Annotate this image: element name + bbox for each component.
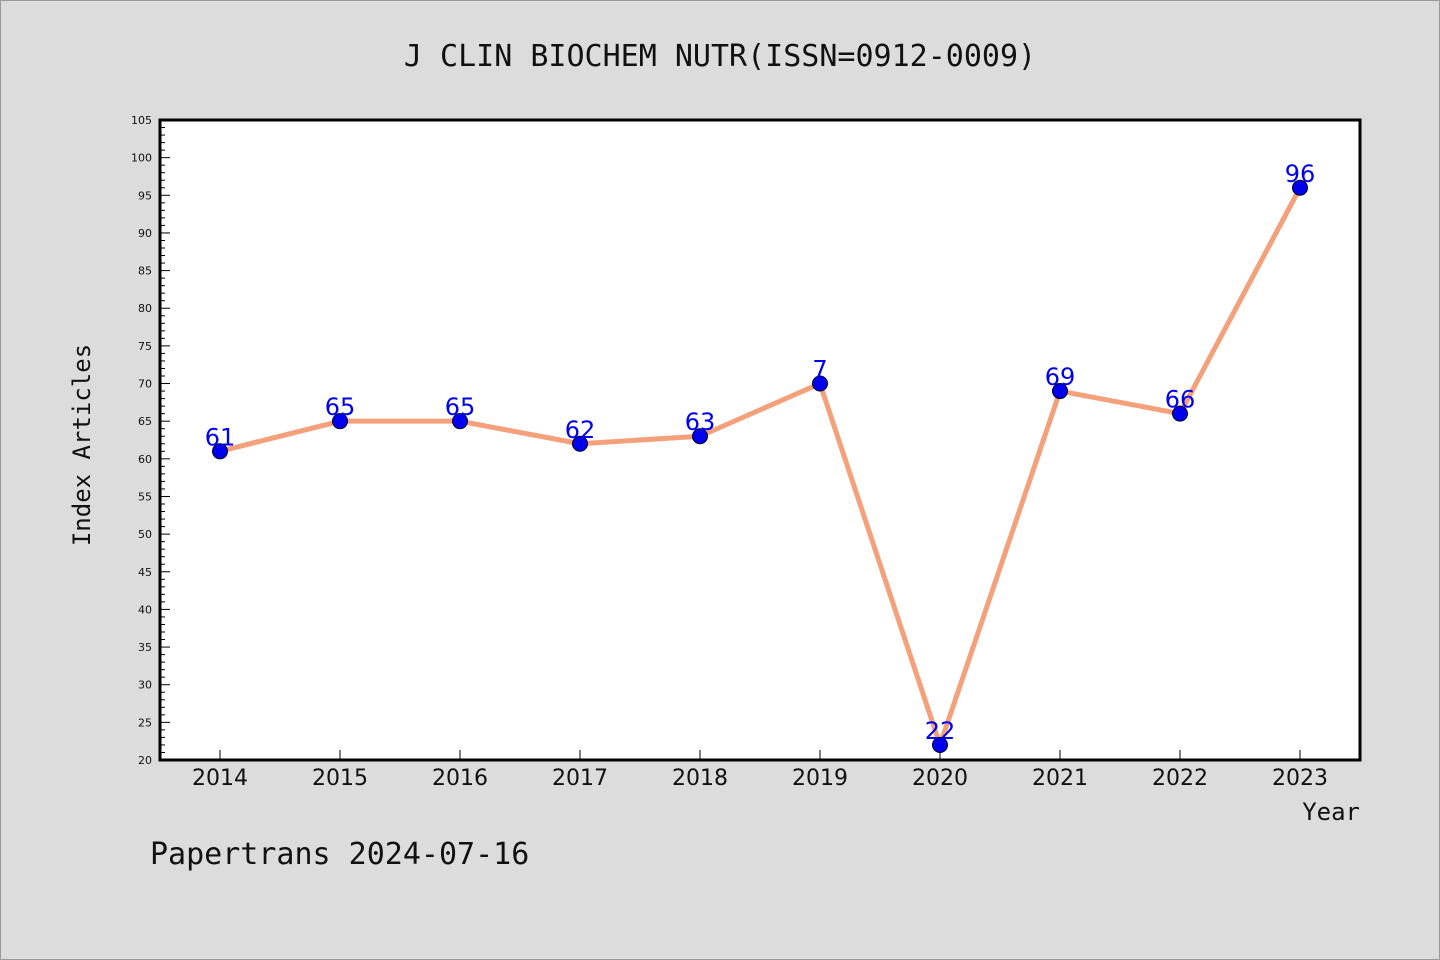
y-tick-label: 100 (131, 152, 152, 165)
data-labels: 61 65 65 62 63 7 22 69 66 96 (205, 160, 1316, 745)
data-label: 61 (205, 423, 236, 451)
y-tick-label: 75 (138, 340, 152, 353)
y-tick-label: 35 (138, 641, 152, 654)
x-tick-label: 2018 (672, 766, 728, 791)
y-tick-label: 70 (138, 378, 152, 391)
y-tick-label: 50 (138, 528, 152, 541)
data-point (572, 435, 588, 452)
x-axis-title: Year (1302, 798, 1360, 826)
data-label: 62 (565, 416, 596, 444)
x-tick-label: 2019 (792, 766, 848, 791)
y-tick-label: 80 (138, 302, 152, 315)
y-axis: 20 25 30 35 40 45 50 55 60 65 70 75 80 85 90 95 100 105 (131, 114, 170, 767)
x-tick-label: 2022 (1152, 766, 1208, 791)
data-label: 22 (925, 717, 956, 745)
x-tick-label: 2014 (192, 766, 248, 791)
data-label: 7 (812, 356, 827, 384)
y-tick-label: 60 (138, 453, 152, 466)
y-tick-label: 85 (138, 265, 152, 278)
series-group (212, 179, 1308, 753)
footer-text: Papertrans 2024-07-16 (150, 837, 529, 872)
x-tick-label: 2016 (432, 766, 488, 791)
data-point (1172, 405, 1188, 422)
y-axis-title: Index Articles (68, 344, 96, 546)
y-tick-label: 25 (138, 716, 152, 729)
data-point (692, 428, 708, 445)
x-tick-label: 2023 (1272, 766, 1328, 791)
data-label: 96 (1285, 160, 1316, 188)
x-axis: 2014 2015 2016 2017 2018 2019 2020 2021 2022 2023 (192, 750, 1328, 791)
y-tick-label: 40 (138, 603, 152, 616)
data-label: 63 (685, 408, 716, 436)
data-point (452, 413, 468, 430)
y-tick-label: 65 (138, 415, 152, 428)
data-label: 65 (325, 393, 356, 421)
plot-area (158, 118, 1362, 762)
y-tick-label: 95 (138, 189, 152, 202)
x-tick-label: 2015 (312, 766, 368, 791)
x-tick-label: 2021 (1032, 766, 1088, 791)
x-tick-label: 2020 (912, 766, 968, 791)
y-tick-label: 20 (138, 754, 152, 767)
data-point (812, 375, 828, 392)
y-tick-label: 30 (138, 679, 152, 692)
data-point (932, 736, 948, 753)
y-tick-label: 45 (138, 566, 152, 579)
data-label: 69 (1045, 363, 1076, 391)
y-tick-label: 90 (138, 227, 152, 240)
data-point (332, 413, 348, 430)
data-point (212, 443, 228, 460)
data-label: 66 (1165, 386, 1196, 414)
data-label: 65 (445, 393, 476, 421)
x-tick-label: 2017 (552, 766, 608, 791)
y-tick-label: 55 (138, 490, 152, 503)
data-point (1292, 179, 1308, 196)
y-tick-label: 105 (131, 114, 152, 127)
series-line (219, 186, 1303, 748)
data-point (1052, 383, 1068, 400)
chart-title: J CLIN BIOCHEM NUTR(ISSN=0912-0009) (404, 39, 1036, 74)
